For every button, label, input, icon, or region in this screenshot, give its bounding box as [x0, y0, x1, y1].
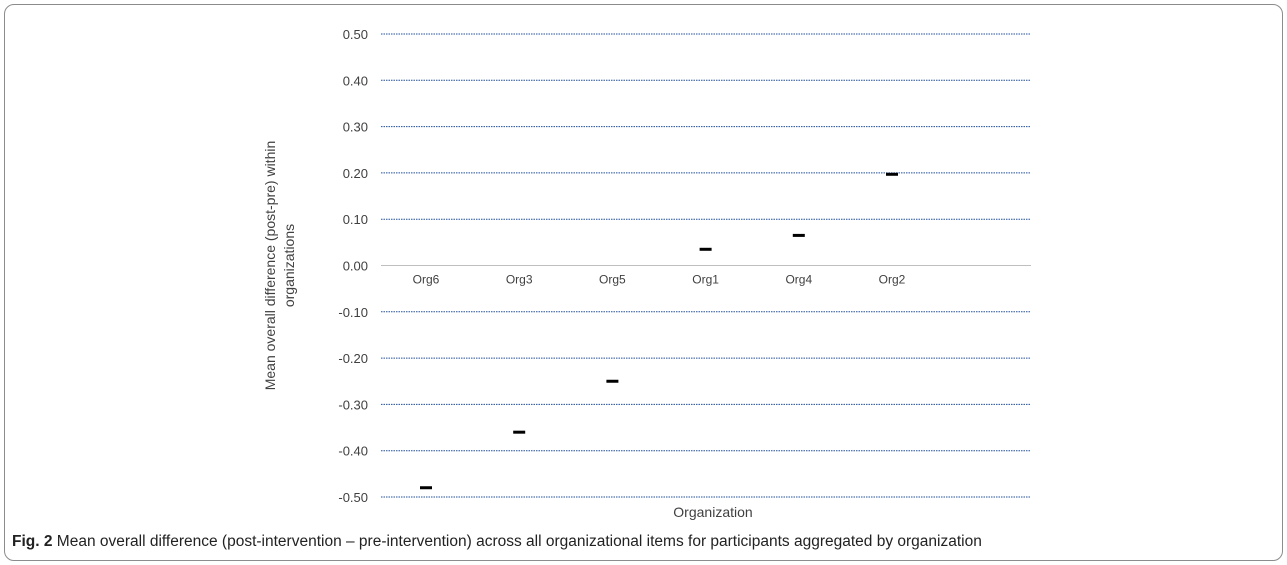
data-point-org5	[606, 379, 619, 383]
grid-lines	[381, 33, 1031, 498]
y-tick-label: -0.20	[338, 351, 368, 366]
y-tick-label: -0.30	[338, 397, 368, 412]
x-tick-label: Org5	[599, 273, 626, 287]
chart: 0.50 0.40 0.30 0.20 0.10 0.00 -0.10 -0.20 -0.30 -…	[262, 27, 1031, 520]
x-tick-label: Org3	[506, 273, 533, 287]
y-tick-label: 0.40	[343, 73, 368, 88]
y-tick-label: -0.50	[338, 490, 368, 505]
y-tick-label: 0.30	[343, 120, 368, 135]
data-point-org2	[886, 172, 898, 176]
figure-frame	[4, 4, 1283, 561]
y-tick-label: -0.40	[338, 444, 368, 459]
data-point-org4	[792, 233, 805, 237]
x-tick-label: Org4	[785, 273, 812, 287]
data-markers	[420, 172, 898, 490]
caption-text: Mean overall difference (post-interventi…	[52, 533, 982, 550]
y-tick-label: 0.20	[343, 166, 368, 181]
caption-label: Fig. 2	[12, 533, 53, 550]
x-tick-label: Org2	[879, 273, 906, 287]
y-tick-labels: 0.50 0.40 0.30 0.20 0.10 0.00 -0.10 -0.20 -0.30 -…	[338, 27, 368, 505]
x-tick-label: Org6	[413, 273, 440, 287]
y-axis-label-line-2: organizations	[281, 224, 297, 307]
x-tick-labels: Org6 Org3 Org5 Org1 Org4 Org2	[413, 273, 906, 287]
data-point-org6	[420, 486, 432, 490]
x-tick-label: Org1	[692, 273, 719, 287]
y-tick-label: 0.10	[343, 212, 368, 227]
x-axis-label: Organization	[673, 504, 752, 520]
figure-caption: Fig. 2 Mean overall difference (post-int…	[12, 533, 982, 551]
data-point-org1	[699, 247, 712, 251]
y-tick-label: -0.10	[338, 305, 368, 320]
y-tick-label: 0.00	[343, 259, 368, 274]
data-point-org3	[513, 430, 526, 434]
y-tick-label: 0.50	[343, 27, 368, 42]
y-axis-label-line-1: Mean overall difference (post-pre) withi…	[262, 141, 278, 391]
